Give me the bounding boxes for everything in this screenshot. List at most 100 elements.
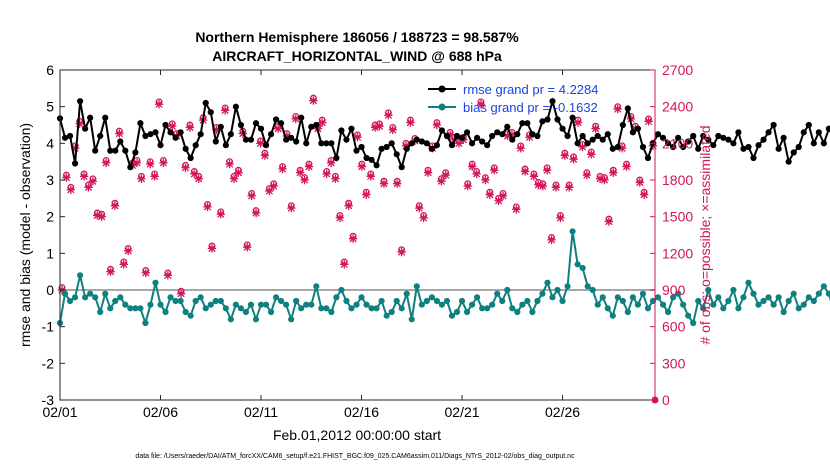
rmse-point (458, 134, 466, 141)
rmse-point (112, 147, 119, 154)
obs-assimilated-marker (146, 159, 155, 169)
rmse-point (489, 132, 496, 140)
rmse-point (207, 109, 214, 116)
obs-assimilated-marker (635, 178, 644, 187)
obs-assimilated-marker (525, 133, 534, 142)
obs-assimilated-marker (591, 124, 600, 133)
bias-point (313, 283, 320, 290)
rmse-point (247, 136, 255, 143)
bias-point (147, 301, 154, 308)
bias-point (308, 301, 315, 308)
obs-assimilated-marker (93, 211, 102, 220)
legend-bias-label: bias grand pr = -0.1632 (463, 100, 598, 115)
bias-point (137, 305, 144, 312)
bias-point (61, 290, 69, 297)
rmse-point (187, 154, 194, 162)
bias-point (142, 319, 149, 327)
rmse-point (308, 123, 315, 130)
bias-point (654, 294, 662, 301)
bias-point (539, 290, 546, 297)
y-axis-right-label: # of obs: o=possible; ×=assimilated (697, 125, 713, 344)
bias-point (644, 305, 652, 312)
bias-point (92, 294, 99, 301)
bias-point (604, 305, 611, 312)
bias-point (715, 294, 722, 301)
rmse-point (564, 132, 571, 140)
bias-point (805, 294, 812, 301)
rmse-point (810, 140, 817, 147)
rmse-point (594, 132, 601, 140)
obs-assimilated-marker (357, 162, 367, 171)
obs-assimilated-marker (437, 177, 446, 186)
obs-assimilated-marker (494, 196, 503, 205)
obs-assimilated-marker (485, 190, 495, 199)
rmse-point (227, 131, 234, 138)
bias-point (750, 290, 757, 297)
rmse-point (373, 162, 380, 169)
bias-point (267, 308, 275, 316)
rmse-point (77, 98, 84, 105)
bias-point (499, 297, 506, 305)
x-tick-label: 02/16 (344, 404, 379, 420)
bias-point (720, 305, 727, 312)
x-axis-label: Feb.01,2012 00:00:00 start (273, 427, 441, 443)
rmse-point (92, 147, 99, 154)
rmse-point (790, 149, 797, 156)
bias-point (815, 290, 822, 297)
bias-point (227, 316, 234, 323)
bias-point (303, 301, 310, 308)
obs-assimilated-marker (512, 205, 521, 214)
rmse-point (634, 125, 642, 132)
rmse-point (278, 120, 285, 127)
bias-point (710, 301, 717, 308)
bias-point (649, 297, 657, 305)
obs-assimilated-marker (304, 162, 314, 171)
rmse-point (333, 154, 340, 162)
rmse-point (499, 131, 506, 138)
bias-point (232, 301, 239, 308)
bias-point (629, 294, 636, 301)
rmse-point (403, 145, 410, 152)
bias-point (453, 308, 461, 316)
obs-assimilated-marker (326, 158, 336, 168)
bias-point (328, 308, 335, 316)
bias-point (107, 305, 114, 312)
bias-point (433, 297, 441, 305)
rmse-point (619, 121, 626, 129)
bias-point (685, 312, 692, 319)
bias-point (735, 305, 742, 312)
bias-point (514, 308, 521, 316)
obs-assimilated-marker (247, 191, 256, 201)
obs-assimilated-marker (340, 260, 349, 269)
obs-assimilated-marker (463, 181, 472, 191)
y-tick-label: 2 (46, 209, 54, 225)
bias-point (474, 294, 481, 301)
bias-point (262, 301, 270, 308)
obs-assimilated-marker (498, 191, 508, 201)
x-tick-label: 02/11 (244, 404, 278, 420)
obs-assimilated-marker (379, 179, 389, 188)
rmse-point (720, 134, 727, 141)
obs-assimilated-marker (415, 203, 424, 213)
obs-assimilated-marker (432, 120, 442, 130)
rmse-point (765, 129, 772, 136)
bias-point (705, 286, 712, 294)
rmse-point (785, 158, 792, 165)
obs-assimilated-marker (362, 190, 371, 199)
rmse-point (122, 147, 129, 154)
rmse-point (669, 143, 677, 151)
rmse-point (283, 136, 290, 143)
x-tick-label: 02/26 (545, 404, 580, 420)
rmse-point (418, 138, 425, 145)
rmse-point (554, 116, 561, 123)
bias-point (157, 301, 164, 308)
obs-assimilated-marker (300, 175, 309, 185)
y-tick-label: 3 (46, 172, 54, 188)
obs-assimilated-marker (520, 167, 530, 176)
obs-assimilated-marker (622, 162, 631, 171)
obs-assimilated-marker (348, 234, 358, 243)
rmse-point (443, 132, 451, 140)
obs-assimilated-marker (472, 169, 481, 179)
bias-point (127, 305, 134, 312)
